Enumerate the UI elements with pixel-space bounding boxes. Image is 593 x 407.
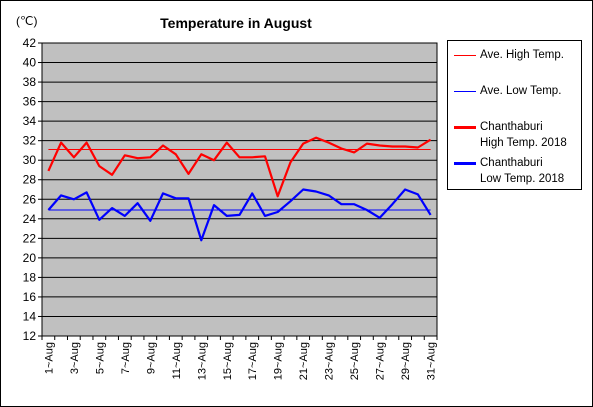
legend-swatch-city-low — [454, 162, 476, 165]
y-tick-label: 18 — [23, 270, 37, 284]
chart-title: Temperature in August — [160, 15, 312, 31]
x-tick-label: 25~Aug — [349, 342, 361, 380]
x-tick-label: 31~Aug — [426, 342, 438, 380]
x-tick-label: 13~Aug — [196, 342, 208, 380]
y-tick-label: 26 — [23, 192, 37, 206]
legend-label-city-high-2: High Temp. 2018 — [480, 137, 567, 149]
x-tick-label: 1~Aug — [43, 342, 55, 374]
x-axis-ticks: 1~Aug 3~Aug 5~Aug 7~Aug 9~Aug 11~Aug 13~Aug 15~… — [41, 336, 438, 380]
legend-label-ave-low: Ave. Low Temp. — [480, 85, 562, 97]
y-tick-label: 30 — [23, 153, 37, 167]
y-tick-label: 16 — [23, 290, 37, 304]
x-tick-label: 27~Aug — [375, 342, 387, 380]
legend-swatch-city-high — [454, 126, 476, 129]
y-tick-label: 12 — [23, 329, 37, 343]
y-tick-label: 36 — [23, 95, 37, 109]
y-tick-label: 28 — [23, 173, 37, 187]
x-tick-label: 21~Aug — [298, 342, 310, 380]
x-tick-label: 5~Aug — [94, 342, 106, 374]
y-tick-label: 22 — [23, 231, 37, 245]
grid-lines — [42, 62, 437, 317]
legend: Ave. High Temp. Ave. Low Temp. Chanthabu… — [447, 40, 582, 190]
x-tick-label: 11~Aug — [171, 342, 183, 379]
legend-label-ave-high: Ave. High Temp. — [480, 49, 564, 61]
y-tick-label: 34 — [23, 114, 37, 128]
x-tick-label: 7~Aug — [120, 342, 132, 374]
y-tick-label: 40 — [23, 56, 37, 70]
x-tick-label: 15~Aug — [222, 342, 234, 380]
y-tick-label: 14 — [23, 309, 37, 323]
series-line-3 — [47, 188, 432, 242]
y-tick-label: 24 — [23, 212, 37, 226]
series-line-2 — [47, 136, 432, 198]
y-tick-label: 20 — [23, 251, 37, 265]
x-tick-label: 29~Aug — [400, 342, 412, 380]
x-tick-label: 23~Aug — [324, 342, 336, 380]
legend-label-city-high-1: Chanthaburi — [480, 121, 543, 133]
y-tick-label: 38 — [23, 75, 37, 89]
y-tick-label: 32 — [23, 134, 37, 148]
x-tick-label: 17~Aug — [247, 342, 259, 380]
legend-swatch-ave-low — [454, 91, 476, 92]
x-tick-label: 9~Aug — [145, 342, 157, 374]
y-tick-label: 42 — [23, 36, 37, 50]
legend-swatch-ave-high — [454, 55, 476, 56]
series-lines — [47, 136, 432, 242]
x-tick-label: 3~Aug — [69, 342, 81, 374]
y-unit-label: (℃) — [16, 14, 37, 28]
y-axis-ticks: 12 14 16 18 20 22 24 26 28 30 32 34 36 38 40 42 — [23, 36, 42, 343]
legend-label-city-low-1: Chanthaburi — [480, 157, 543, 169]
x-tick-label: 19~Aug — [273, 342, 285, 380]
plot-area — [41, 42, 438, 337]
legend-label-city-low-2: Low Temp. 2018 — [480, 173, 565, 185]
